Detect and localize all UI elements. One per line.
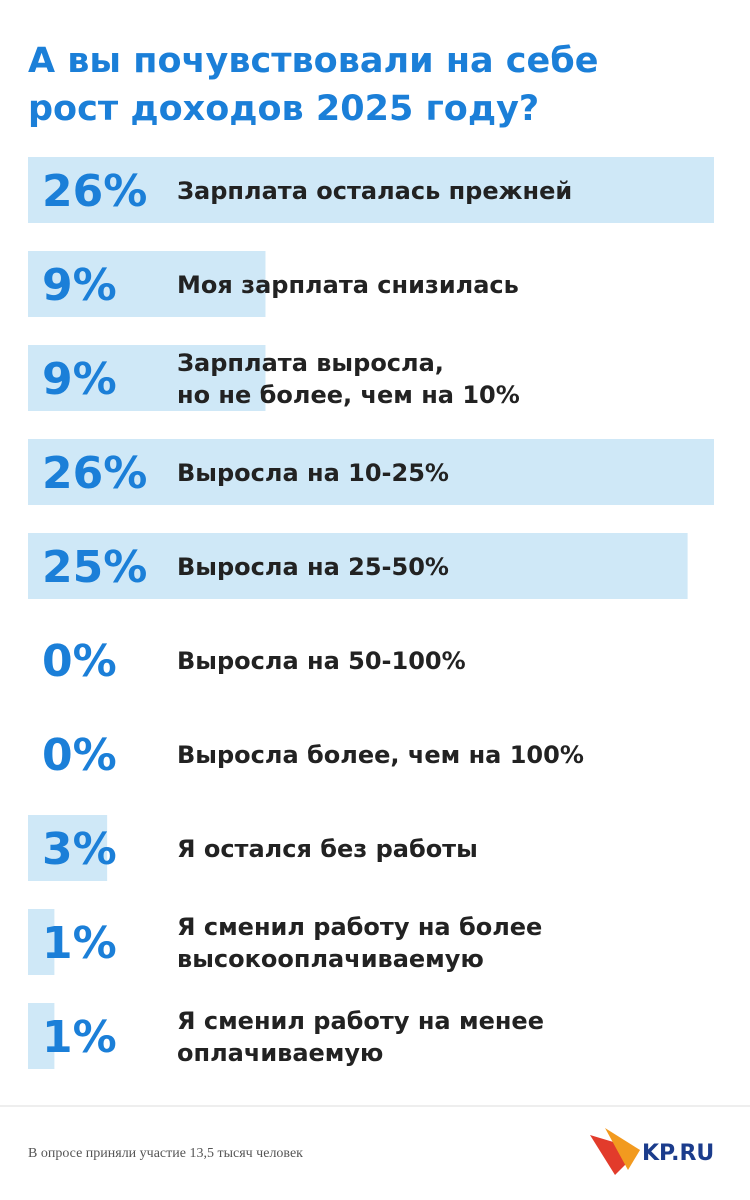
footnote: В опросе приняли участие 13,5 тысяч чело… [28,1146,303,1161]
bar [28,1003,55,1069]
bar [28,439,714,505]
bar [28,157,714,223]
category-label: Выросла на 25-50% [177,553,449,581]
value-label: 1% [42,1012,117,1063]
bar [28,345,266,411]
category-label: Я сменил работу на более высокооплачиваем… [177,913,542,973]
value-label: 26% [42,448,147,499]
value-label: 25% [42,542,147,593]
category-label: Зарплата выросла, но не более, чем на 10% [177,349,520,409]
value-label: 26% [42,166,147,217]
value-label: 9% [42,260,117,311]
category-label: Я остался без работы [177,835,478,863]
bar [28,533,688,599]
chart-title: А вы почувствовали на себе рост доходов 2… [28,41,598,129]
value-label: 9% [42,354,117,405]
category-label: Выросла на 10-25% [177,459,449,487]
value-label: 0% [42,730,117,781]
category-label: Выросла более, чем на 100% [177,741,584,769]
category-label: Зарплата осталась прежней [177,177,572,205]
logo-bird-wing [605,1128,640,1170]
logo: KP.RU [590,1128,714,1175]
value-label: 3% [42,824,117,875]
logo-text: KP.RU [642,1141,714,1166]
bar [28,815,108,881]
category-label: Выросла на 50-100% [177,647,466,675]
value-label: 1% [42,918,117,969]
category-label: Моя зарплата снизилась [177,271,519,299]
logo-bird [590,1135,640,1175]
value-label: 0% [42,636,117,687]
bar [28,909,55,975]
category-label: Я сменил работу на менее оплачиваемую [177,1007,544,1067]
bar [28,251,266,317]
